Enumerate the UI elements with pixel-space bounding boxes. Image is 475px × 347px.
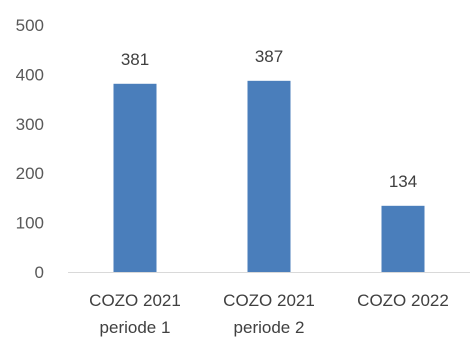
bar <box>247 80 291 273</box>
bar <box>113 83 157 272</box>
x-axis-category-labels: COZO 2021 periode 1 COZO 2021 periode 2 COZO… <box>89 291 449 337</box>
data-label: 381 <box>121 50 149 69</box>
y-tick-label: 100 <box>16 214 44 233</box>
y-tick-label: 0 <box>35 263 44 282</box>
data-labels: 381 387 134 <box>121 47 417 191</box>
y-axis-ticks: 0 100 200 300 400 500 <box>16 16 44 282</box>
x-category-label: COZO 2022 <box>357 291 449 310</box>
x-category-label: COZO 2021 <box>89 291 181 310</box>
x-category-label: COZO 2021 <box>223 291 315 310</box>
y-tick-label: 200 <box>16 164 44 183</box>
bar <box>381 205 425 272</box>
x-category-label: periode 1 <box>100 318 171 337</box>
x-category-label: periode 2 <box>234 318 305 337</box>
data-label: 134 <box>389 172 417 191</box>
bar-series <box>113 80 425 273</box>
y-tick-label: 300 <box>16 115 44 134</box>
y-tick-label: 500 <box>16 16 44 35</box>
y-tick-label: 400 <box>16 65 44 84</box>
data-label: 387 <box>255 47 283 66</box>
